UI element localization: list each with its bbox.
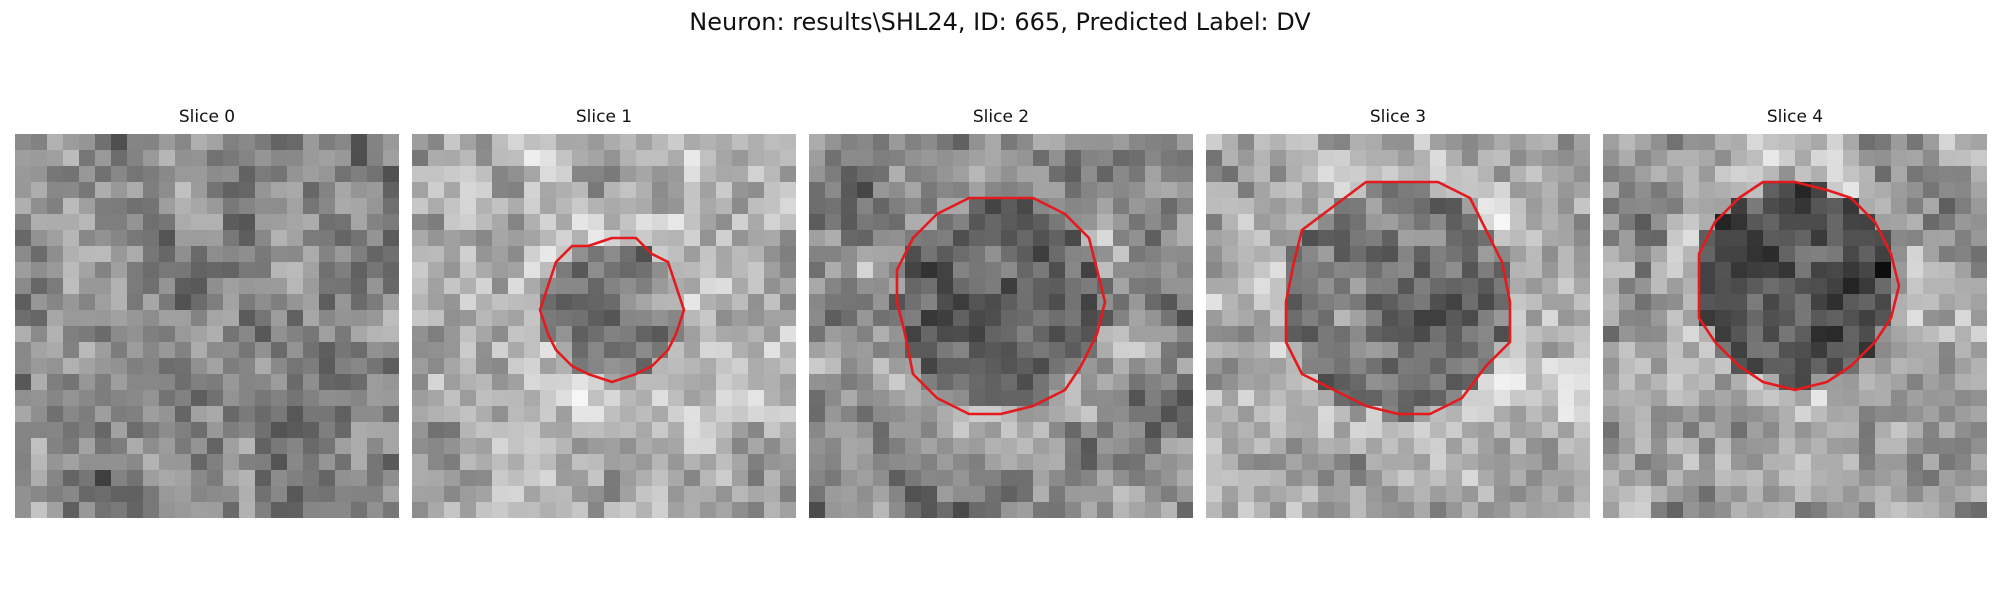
pixel-grid [1603, 134, 1987, 518]
roi-contour [1284, 180, 1512, 416]
slice-title-1: Slice 1 [575, 107, 633, 127]
slice-image-2 [809, 134, 1193, 518]
figure-title: Neuron: results\SHL24, ID: 665, Predicte… [689, 8, 1311, 36]
roi-contour [1697, 180, 1901, 392]
slice-panel-1: Slice 1 [412, 106, 796, 522]
slice-panel-4: Slice 4 [1603, 106, 1987, 522]
pixel-grid [1206, 134, 1590, 518]
slice-panel-3: Slice 3 [1206, 106, 1590, 522]
slice-panel-2: Slice 2 [809, 106, 1193, 522]
slice-panel-0: Slice 0 [15, 106, 399, 522]
slice-image-1 [412, 134, 796, 518]
slice-image-3 [1206, 134, 1590, 518]
roi-contour [538, 236, 686, 384]
slice-image-0 [15, 134, 399, 518]
slice-title-4: Slice 4 [1766, 107, 1824, 127]
slice-title-2: Slice 2 [972, 107, 1030, 127]
slice-image-4 [1603, 134, 1987, 518]
pixel-grid [15, 134, 399, 518]
pixel-grid [412, 134, 796, 518]
slice-title-3: Slice 3 [1369, 107, 1427, 127]
slice-title-0: Slice 0 [178, 107, 236, 127]
pixel-grid [809, 134, 1193, 518]
roi-contour [895, 196, 1107, 416]
